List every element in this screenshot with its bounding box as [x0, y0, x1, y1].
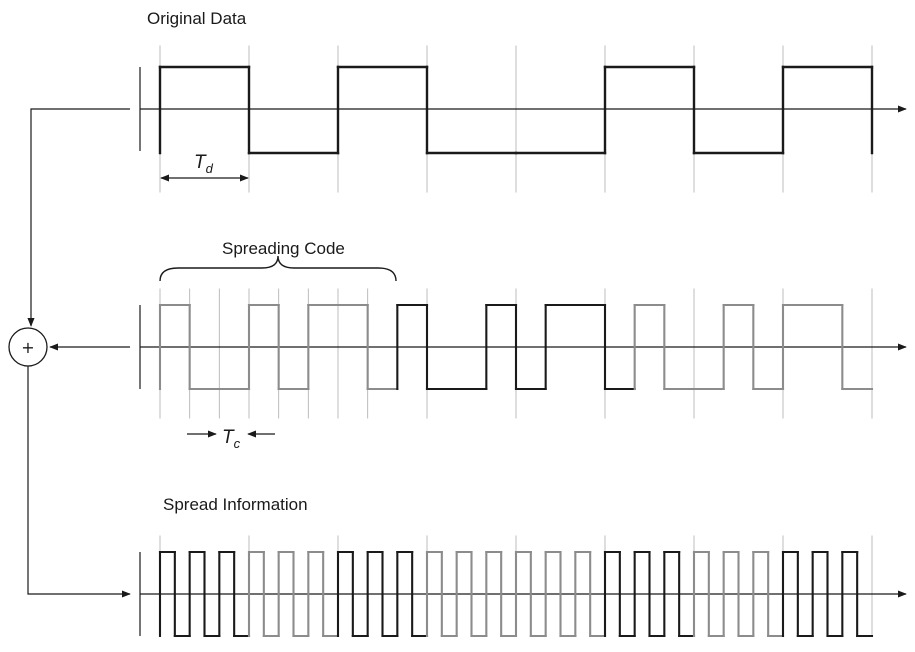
axis-original-data: [139, 67, 907, 151]
tc-dimension: Tc: [187, 427, 275, 451]
tc-symbol: Tc: [222, 427, 241, 451]
combiner-plus-icon: +: [21, 338, 34, 357]
combiner: +: [8, 327, 48, 367]
original-data-title: Original Data: [147, 9, 247, 28]
spread-information-title: Spread Information: [163, 495, 308, 514]
spreading-code-waveform: [158, 303, 874, 391]
axis-spread-information: [139, 552, 907, 636]
td-symbol: Td: [194, 152, 214, 176]
data-feed-arrow: [27, 108, 130, 327]
spreading-code-brace: [159, 255, 397, 282]
original-data-waveform: [158, 65, 874, 155]
axis-spreading-code: [139, 305, 907, 389]
spreading-code-title: Spreading Code: [222, 239, 345, 258]
td-dimension: Td: [160, 152, 249, 182]
output-arrow: [27, 366, 131, 598]
spread-information-waveform: [158, 550, 874, 638]
